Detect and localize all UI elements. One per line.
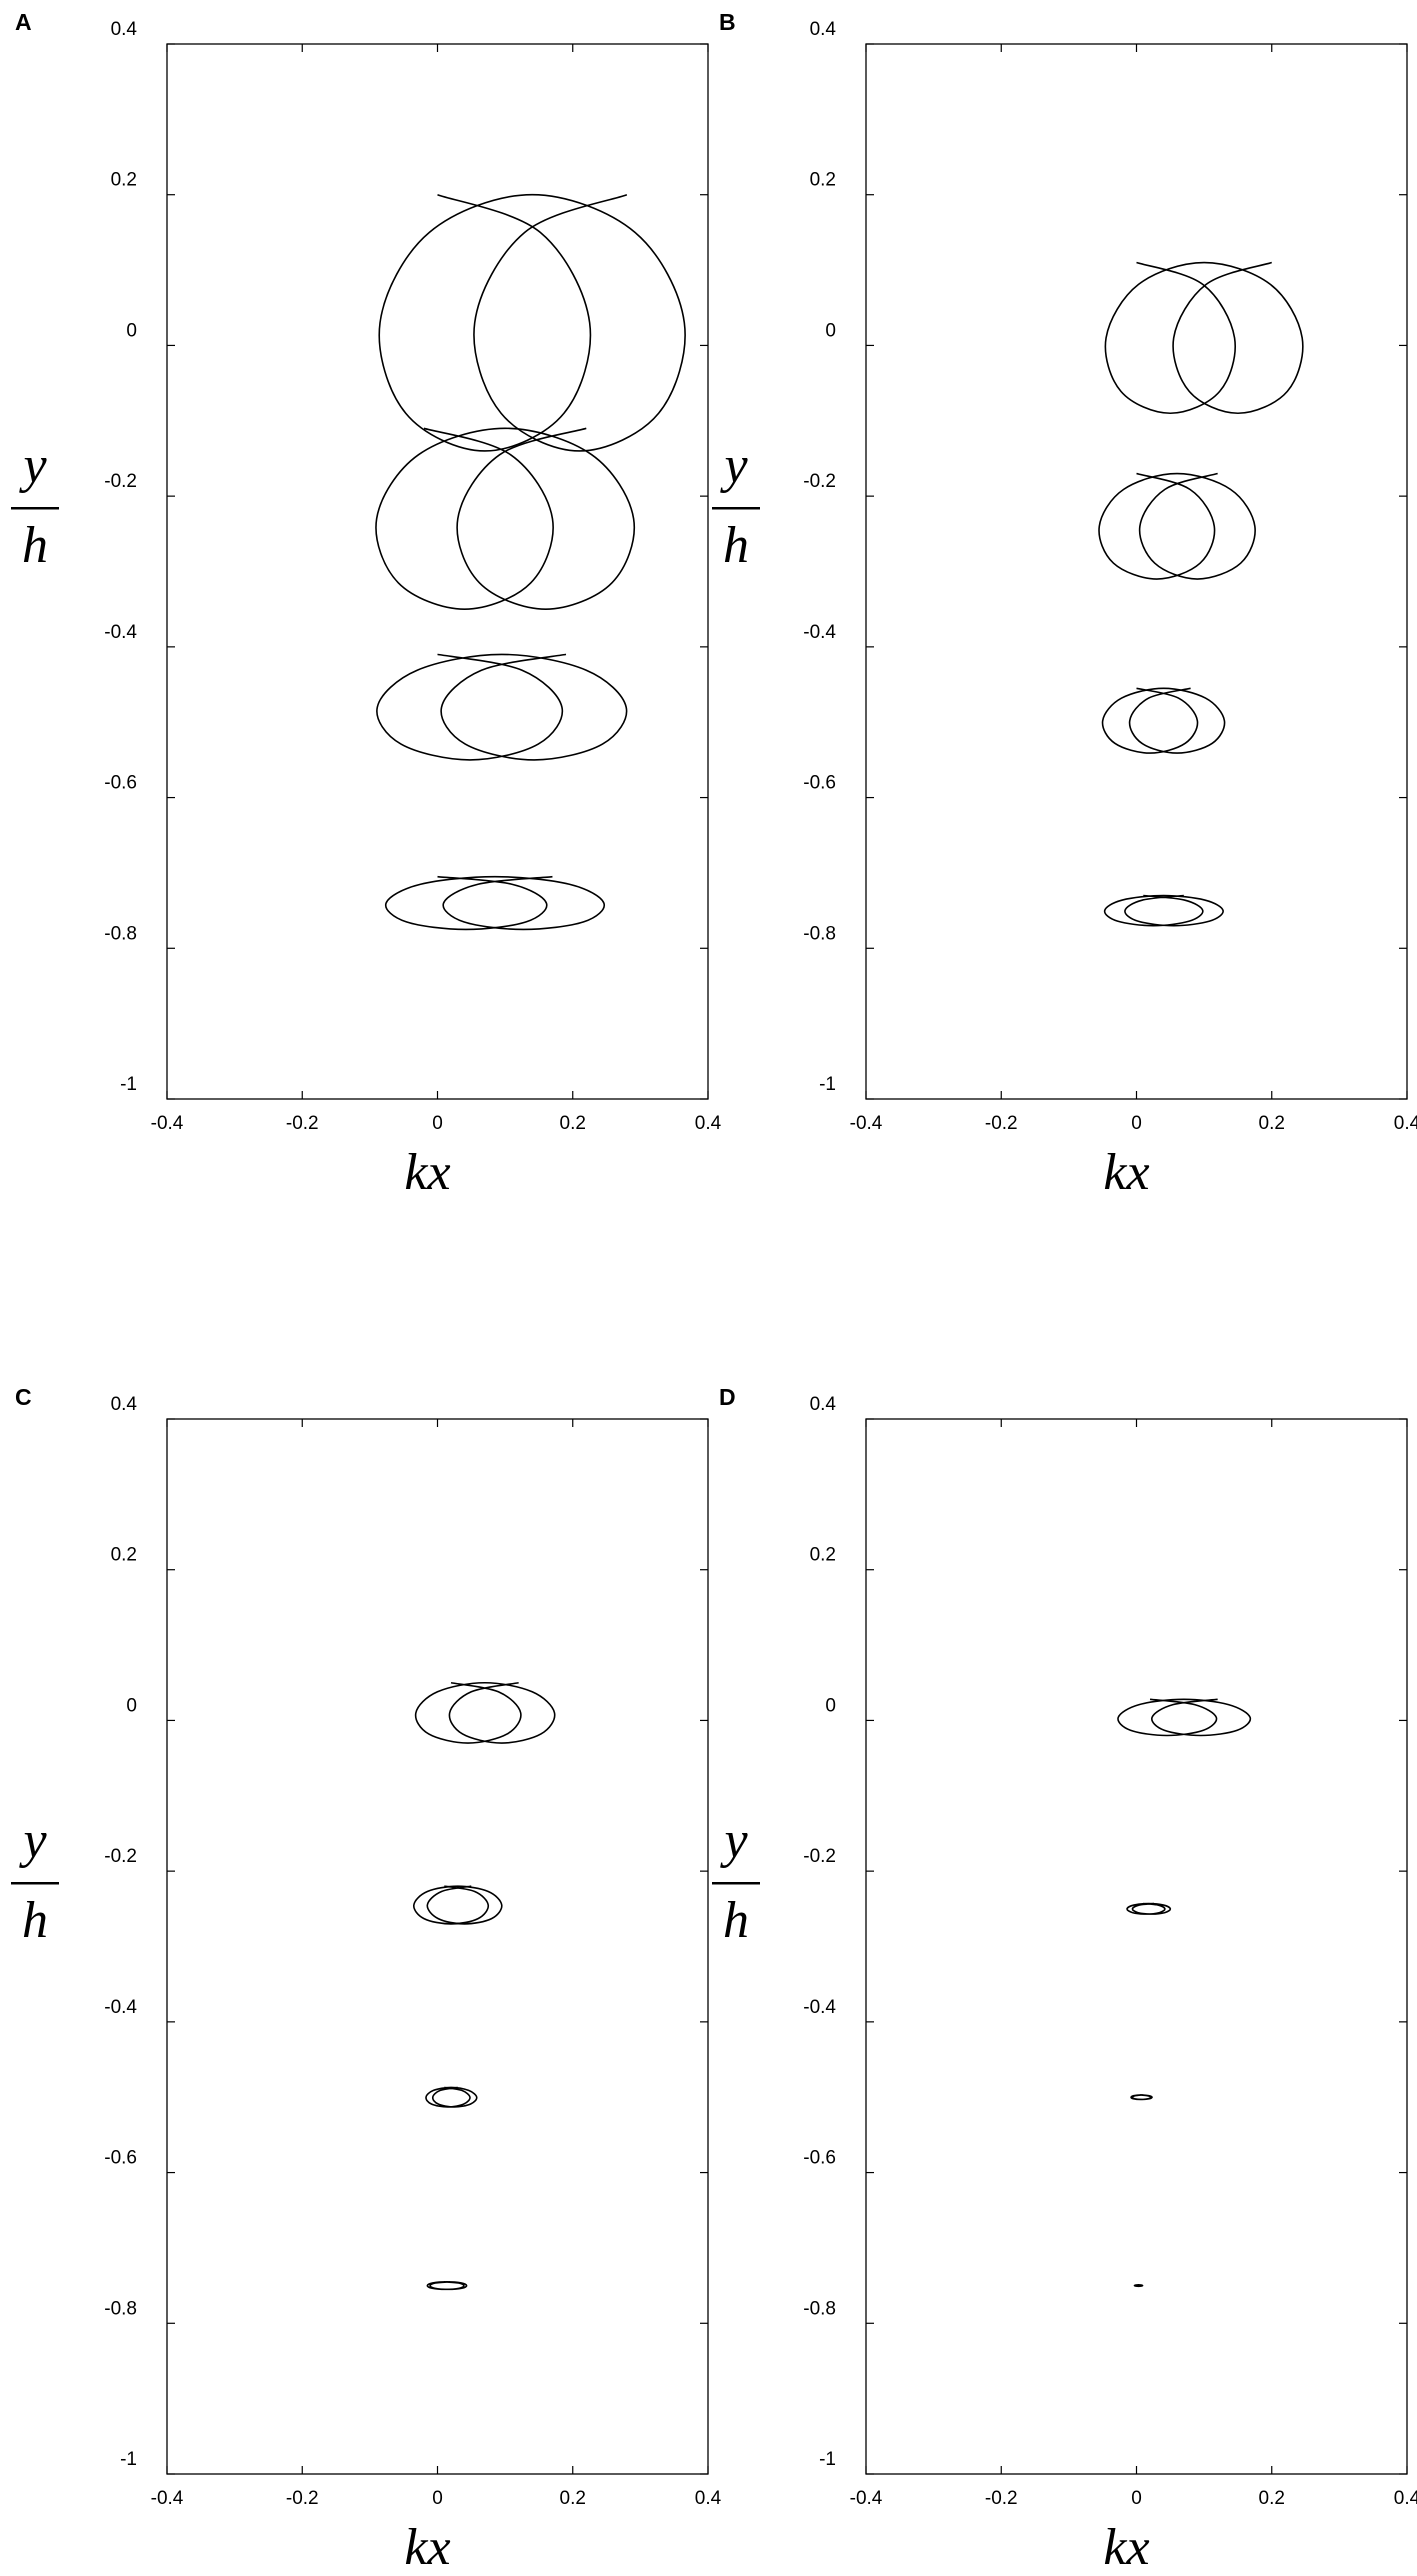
y-tick-label: -0.4 <box>803 622 836 643</box>
y-tick-label: 0.2 <box>810 1545 836 1566</box>
y-tick-label: 0 <box>126 1695 137 1716</box>
y-axis-label-denominator: h <box>723 517 749 574</box>
trajectory <box>414 1681 556 1744</box>
x-tick-label: -0.2 <box>286 2488 319 2509</box>
y-tick-label: 0.4 <box>111 1394 138 1415</box>
y-axis-label-denominator: h <box>723 1892 749 1949</box>
y-tick-label: 0 <box>825 320 836 341</box>
y-tick-label: -0.2 <box>803 1846 836 1867</box>
panel-label: D <box>719 1384 736 1410</box>
trajectory <box>375 427 636 610</box>
plot-frame <box>166 43 709 1100</box>
x-tick-label: 0.2 <box>560 1113 586 1134</box>
y-tick-label: -0.8 <box>803 2298 836 2319</box>
x-tick-label: -0.4 <box>850 2488 883 2509</box>
x-tick-label: 0.4 <box>695 2488 722 2509</box>
x-tick-label: 0 <box>1131 1113 1142 1134</box>
y-axis-label-numerator: y <box>719 1812 748 1869</box>
y-axis-label-denominator: h <box>22 1892 48 1949</box>
trajectory <box>376 653 628 761</box>
x-tick-label: 0.2 <box>1259 2488 1285 2509</box>
y-tick-label: -0.6 <box>104 2148 137 2169</box>
y-tick-label: -1 <box>819 1074 836 1095</box>
x-axis-label: kx <box>1103 2519 1149 2576</box>
panel-label: B <box>719 9 736 35</box>
plot-frame <box>166 1418 709 2475</box>
x-tick-label: 0 <box>1131 2488 1142 2509</box>
y-tick-label: -0.8 <box>104 923 137 944</box>
trajectory <box>1133 2284 1144 2288</box>
x-axis-label: kx <box>404 1144 450 1201</box>
y-tick-label: 0 <box>126 320 137 341</box>
trajectory <box>1103 894 1224 927</box>
y-tick-label: -1 <box>120 1074 137 1095</box>
y-tick-label: -0.4 <box>104 1997 137 2018</box>
x-axis-label: kx <box>404 2519 450 2576</box>
x-tick-label: 0.4 <box>1394 2488 1417 2509</box>
y-tick-label: 0.4 <box>810 19 837 40</box>
trajectory <box>1126 1902 1172 1915</box>
plot-frame <box>865 1418 1408 2475</box>
x-tick-label: -0.4 <box>850 1113 883 1134</box>
trajectory <box>413 1885 503 1925</box>
y-tick-label: 0.2 <box>111 1545 137 1566</box>
trajectory <box>378 193 686 452</box>
x-tick-label: 0.2 <box>560 2488 586 2509</box>
x-tick-label: 0.2 <box>1259 1113 1285 1134</box>
y-tick-label: -0.4 <box>803 1997 836 2018</box>
y-tick-label: -0.2 <box>803 471 836 492</box>
y-tick-label: 0.2 <box>810 170 836 191</box>
trajectory <box>1101 687 1226 754</box>
y-tick-label: -0.4 <box>104 622 137 643</box>
x-tick-label: 0 <box>432 2488 443 2509</box>
panel-label: C <box>15 1384 32 1410</box>
y-tick-label: -0.6 <box>803 773 836 794</box>
x-axis-label: kx <box>1103 1144 1149 1201</box>
y-tick-label: -0.6 <box>803 2148 836 2169</box>
trajectory <box>1104 261 1304 415</box>
y-tick-label: 0.4 <box>810 1394 837 1415</box>
y-tick-label: 0.2 <box>111 170 137 191</box>
x-tick-label: 0 <box>432 1113 443 1134</box>
x-tick-label: -0.2 <box>985 1113 1018 1134</box>
y-axis-label-numerator: y <box>719 437 748 494</box>
x-tick-label: -0.4 <box>151 2488 184 2509</box>
trajectory <box>1098 472 1256 580</box>
x-tick-label: -0.4 <box>151 1113 184 1134</box>
trajectory <box>1117 1698 1252 1737</box>
y-tick-label: -0.2 <box>104 471 137 492</box>
y-axis-label-numerator: y <box>18 1812 47 1869</box>
y-tick-label: 0.4 <box>111 19 138 40</box>
trajectory <box>426 2281 468 2291</box>
y-tick-label: -0.6 <box>104 773 137 794</box>
y-tick-label: 0 <box>825 1695 836 1716</box>
trajectory <box>425 2086 478 2108</box>
x-tick-label: -0.2 <box>286 1113 319 1134</box>
y-tick-label: -0.2 <box>104 1846 137 1867</box>
trajectory <box>1130 2094 1153 2101</box>
y-tick-label: -1 <box>120 2449 137 2470</box>
y-axis-label-numerator: y <box>18 437 47 494</box>
plot-frame <box>865 43 1408 1100</box>
y-tick-label: -1 <box>819 2449 836 2470</box>
trajectory <box>384 875 606 931</box>
y-tick-label: -0.8 <box>104 2298 137 2319</box>
y-tick-label: -0.8 <box>803 923 836 944</box>
panel-label: A <box>15 9 32 35</box>
y-axis-label-denominator: h <box>22 517 48 574</box>
x-tick-label: -0.2 <box>985 2488 1018 2509</box>
x-tick-label: 0.4 <box>695 1113 722 1134</box>
x-tick-label: 0.4 <box>1394 1113 1417 1134</box>
